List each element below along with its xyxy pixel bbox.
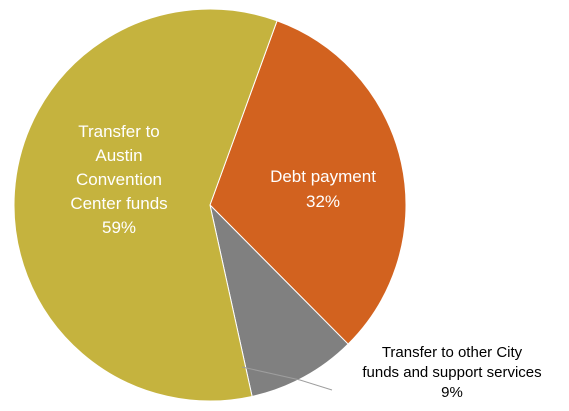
- slice-label-2-line-1: Austin: [95, 146, 142, 165]
- slice-value-label-0: 32%: [306, 192, 340, 211]
- slice-value-label-1: 9%: [441, 384, 463, 401]
- slice-label-2-line-0: Transfer to: [78, 122, 160, 141]
- slice-label-0-line-0: Debt payment: [270, 167, 376, 186]
- pie-slice-2: [13, 8, 278, 402]
- leader-line-1: [241, 366, 333, 391]
- pie-slice-0: [209, 20, 407, 345]
- slice-label-2-line-3: Center funds: [70, 194, 167, 213]
- slice-label-1-line-1: funds and support services: [362, 364, 541, 381]
- slice-value-label-2: 59%: [102, 218, 136, 237]
- slice-label-2-line-2: Convention: [76, 170, 162, 189]
- slice-label-1-line-0: Transfer to other City: [382, 344, 523, 361]
- pie-slice-1: [209, 203, 349, 398]
